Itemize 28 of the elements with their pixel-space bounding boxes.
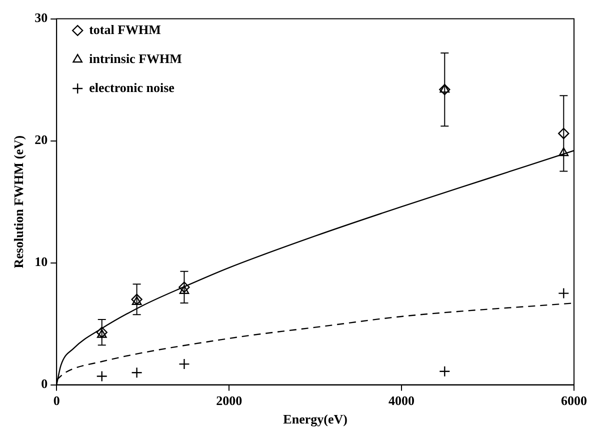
x-axis-title: Energy(eV) [283,412,348,427]
point [132,296,142,305]
point [131,367,142,378]
x-tick-label: 2000 [216,392,242,408]
x-tick-label: 0 [53,392,60,408]
point [558,288,570,299]
legend-label: intrinsic FWHM [89,50,182,66]
point [179,285,190,294]
y-axis-title: Resolution FWHM (eV) [11,135,26,268]
point [178,282,190,293]
point [96,326,108,338]
y-tick-label: 10 [34,254,48,270]
y-tick-label: 20 [34,132,48,148]
point [558,128,570,140]
point [439,84,450,96]
point [440,84,450,93]
point [131,294,142,305]
y-tick-label: 0 [41,376,48,392]
point [439,366,450,377]
legend-label: total FWHM [89,22,161,37]
y-tick-label: 30 [34,10,48,26]
point [96,370,108,382]
legend-label: electronic noise [89,80,175,95]
x-tick-label: 4000 [388,392,415,408]
point [178,358,190,370]
x-tick-label: 6000 [561,392,587,408]
point [96,329,107,338]
point [558,147,569,156]
